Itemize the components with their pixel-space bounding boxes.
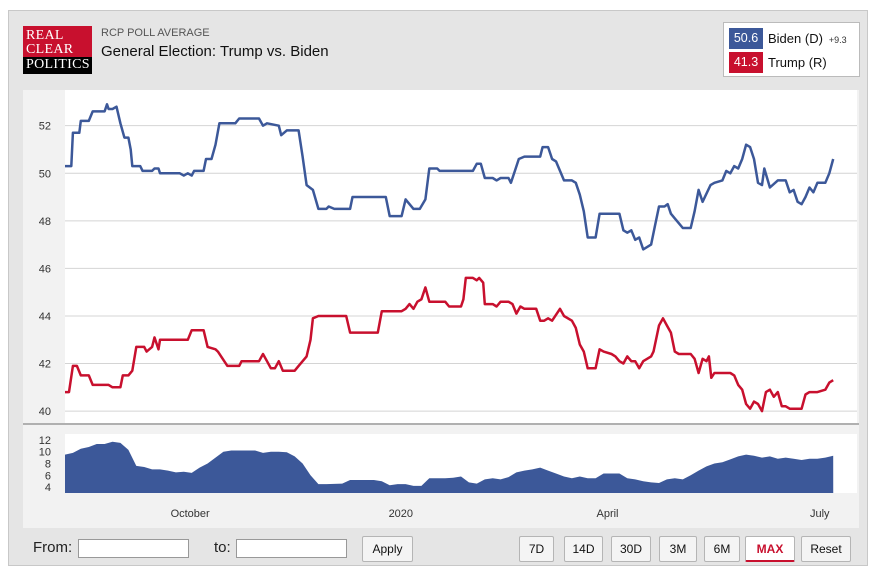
from-date-input[interactable] [78, 539, 189, 558]
legend-trump: 41.3 Trump (R) [729, 52, 827, 73]
reset-button[interactable]: Reset [801, 536, 851, 562]
range-max-button[interactable]: MAX [745, 536, 795, 562]
biden-value-badge: 50.6 [729, 28, 763, 49]
trump-value-badge: 41.3 [729, 52, 763, 73]
range-30d-button[interactable]: 30D [611, 536, 651, 562]
y-tick-label-44: 44 [39, 311, 51, 323]
range-6m-button[interactable]: 6M [704, 536, 740, 562]
series-line-trump [65, 276, 834, 413]
spread-tick-label-10: 10 [39, 447, 51, 459]
spread-tick-label-6: 6 [45, 470, 51, 482]
logo-word-real: REAL [26, 28, 64, 43]
series-line-biden [65, 103, 835, 251]
x-tick-label-1: 2020 [389, 508, 413, 520]
range-3m-button[interactable]: 3M [659, 536, 697, 562]
from-label: From: [33, 539, 73, 556]
to-label: to: [214, 539, 231, 556]
date-controls: From: to: Apply 7D 14D 30D 3M 6M MAX Res… [23, 528, 859, 562]
spread-value: +9.3 [828, 34, 847, 45]
chart-title: General Election: Trump vs. Biden [101, 43, 329, 60]
trump-name: Trump (R) [768, 55, 827, 70]
chart-subtitle: RCP POLL AVERAGE [101, 27, 210, 39]
spread-tick-label-12: 12 [39, 435, 51, 447]
x-tick-label-0: October [171, 508, 210, 520]
x-tick-label-2: April [597, 508, 619, 520]
y-tick-label-50: 50 [39, 168, 51, 180]
y-tick-label-40: 40 [39, 406, 51, 418]
y-tick-label-46: 46 [39, 263, 51, 275]
chart-area[interactable]: 40 42 44 46 48 50 52 4 6 8 10 12 October 2020 April Jul… [23, 90, 859, 528]
range-14d-button[interactable]: 14D [564, 536, 603, 562]
logo-word-politics: POLITICS [23, 57, 92, 74]
poll-widget: REAL CLEAR POLITICS RCP POLL AVERAGE Gen… [8, 10, 868, 566]
main-plot-background [65, 90, 857, 423]
y-tick-label-42: 42 [39, 359, 51, 371]
x-tick-label-3: July [810, 508, 830, 520]
to-date-input[interactable] [236, 539, 347, 558]
logo-word-clear: CLEAR [26, 42, 74, 57]
range-7d-button[interactable]: 7D [519, 536, 554, 562]
y-tick-label-48: 48 [39, 216, 51, 228]
legend: 50.6 Biden (D) +9.3 41.3 Trump (R) [723, 22, 860, 77]
rcp-logo: REAL CLEAR POLITICS [23, 26, 92, 74]
biden-name: Biden (D) [768, 31, 823, 46]
apply-button[interactable]: Apply [362, 536, 413, 562]
spread-area [65, 441, 834, 493]
spread-tick-label-8: 8 [45, 459, 51, 471]
spread-tick-label-4: 4 [45, 482, 51, 494]
y-tick-label-52: 52 [39, 121, 51, 133]
legend-biden: 50.6 Biden (D) +9.3 [729, 28, 847, 49]
